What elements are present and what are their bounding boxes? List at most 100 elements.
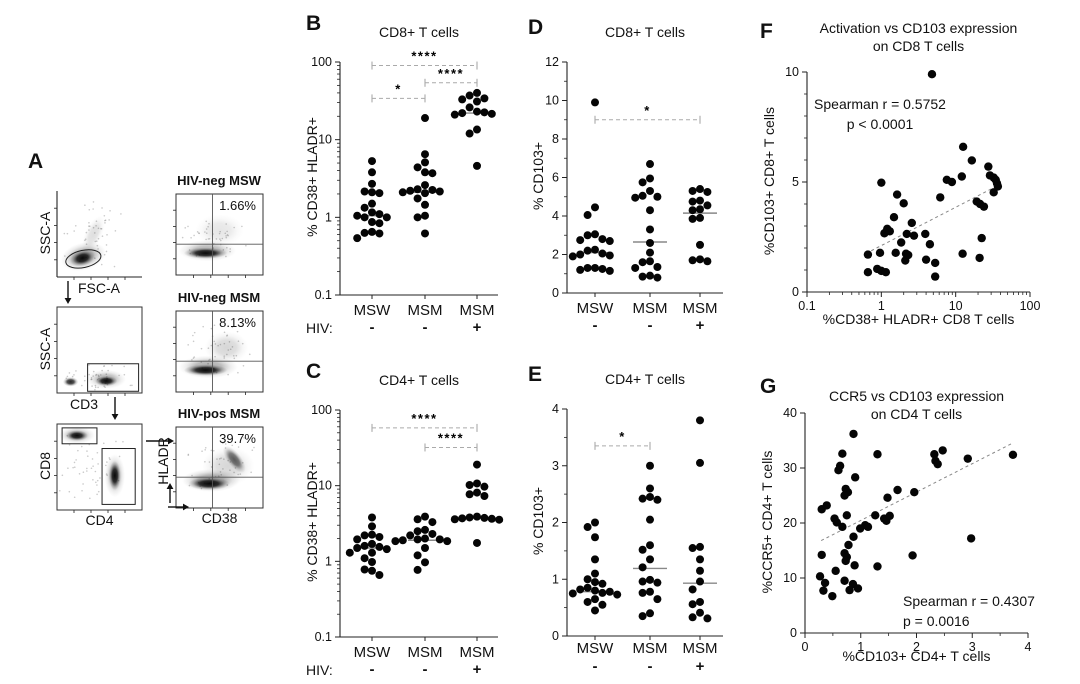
data-point xyxy=(413,565,422,574)
group-label-msm1: MSM xyxy=(407,644,443,661)
data-point xyxy=(450,110,459,119)
data-point xyxy=(840,576,849,585)
gate-ellipse xyxy=(65,249,102,269)
data-point xyxy=(473,97,481,106)
hladr-axis-label: HLADR xyxy=(155,437,171,485)
data-point xyxy=(646,271,654,280)
data-point xyxy=(638,588,647,597)
hiv-status-2: - xyxy=(647,658,653,675)
data-point xyxy=(368,530,376,539)
density-speckle xyxy=(75,459,77,461)
data-point xyxy=(480,492,489,501)
data-point xyxy=(591,555,599,564)
data-point xyxy=(360,213,369,222)
data-point xyxy=(646,515,654,524)
significance-stars: **** xyxy=(438,66,464,81)
density-speckle xyxy=(92,208,94,210)
data-point xyxy=(413,535,422,544)
data-point xyxy=(473,512,481,521)
data-point xyxy=(817,550,826,560)
density-speckle xyxy=(192,340,195,343)
data-point xyxy=(576,585,585,594)
density-speckle xyxy=(84,204,86,207)
y-tick-label: 30 xyxy=(783,461,797,475)
data-point xyxy=(591,263,599,272)
density-speckle xyxy=(251,449,254,452)
y-tick-label: 4 xyxy=(552,402,559,416)
data-point xyxy=(375,189,384,198)
group-label-msm2: MSM xyxy=(682,300,718,317)
data-point xyxy=(421,525,429,534)
data-point xyxy=(646,206,654,215)
data-point xyxy=(696,416,704,425)
data-point xyxy=(368,199,376,208)
data-point xyxy=(450,515,459,524)
data-point xyxy=(368,513,376,522)
data-point xyxy=(688,544,697,553)
panel-d-label: D xyxy=(528,16,544,39)
trend-line xyxy=(865,183,1001,254)
hiv-status-3: + xyxy=(472,319,482,336)
data-point xyxy=(413,194,422,203)
density-speckle xyxy=(105,244,108,246)
data-point xyxy=(703,257,712,266)
data-point xyxy=(598,235,607,244)
data-point xyxy=(638,577,647,586)
data-point xyxy=(591,230,599,239)
panel-g-title-line2: on CD4 T cells xyxy=(870,406,963,422)
data-point xyxy=(591,203,599,212)
density-speckle xyxy=(200,347,203,350)
data-point xyxy=(353,234,362,243)
data-point xyxy=(957,172,967,181)
density-speckle xyxy=(77,449,79,452)
density-speckle xyxy=(237,446,240,448)
density-speckle xyxy=(96,484,98,486)
data-point xyxy=(368,539,376,548)
data-point xyxy=(583,231,592,240)
density-blob xyxy=(195,214,244,247)
density-speckle xyxy=(123,373,126,376)
panel-d-title: CD8+ T cells xyxy=(604,24,685,40)
x-tick-label: 100 xyxy=(1020,299,1041,313)
y-tick-label: 5 xyxy=(792,175,799,189)
data-point xyxy=(653,595,662,604)
plot-frame xyxy=(175,426,264,509)
density-speckle xyxy=(193,331,196,334)
y-tick-label: 1 xyxy=(552,572,559,586)
data-point xyxy=(487,514,496,523)
spearman-r-g: Spearman r = 0.4307 xyxy=(903,593,1035,609)
data-point xyxy=(398,188,407,197)
density-speckle xyxy=(187,453,190,456)
panel-c-y-axis-label: % CD38+ HLADR+ xyxy=(304,462,320,582)
density-speckle xyxy=(71,375,74,378)
density-speckle xyxy=(97,490,100,493)
data-point xyxy=(368,557,376,566)
chart-d-dot-plot: 12 10 8 6 4 2 0 * xyxy=(545,55,723,300)
data-point xyxy=(605,237,614,246)
data-point xyxy=(908,551,917,560)
data-point xyxy=(853,584,863,593)
data-point xyxy=(863,268,873,277)
data-point xyxy=(368,168,376,177)
density-speckle xyxy=(123,365,125,368)
hiv-status-3: + xyxy=(695,317,705,334)
density-speckle xyxy=(68,372,71,374)
density-speckle xyxy=(73,461,76,464)
density-blob xyxy=(59,426,95,444)
panel-d: 12 10 8 6 4 2 0 * D CD8+ T cells % CD103+ MSW M… xyxy=(520,8,745,355)
hiv-status-1: - xyxy=(369,661,375,678)
data-point xyxy=(958,249,967,258)
data-point xyxy=(576,236,585,245)
data-point xyxy=(863,522,873,532)
data-point xyxy=(842,511,852,520)
density-speckle xyxy=(100,263,103,266)
density-speckle xyxy=(103,214,106,217)
data-point xyxy=(480,482,489,491)
data-point xyxy=(875,248,885,258)
y-tick-label: 10 xyxy=(545,94,559,108)
data-point xyxy=(977,233,986,243)
quad-percent-msm-neg: 8.13% xyxy=(219,315,256,330)
panel-f-y-axis-label: %CD103+ CD8+ T cells xyxy=(761,106,777,256)
data-point xyxy=(899,199,908,208)
density-speckle xyxy=(96,479,99,482)
